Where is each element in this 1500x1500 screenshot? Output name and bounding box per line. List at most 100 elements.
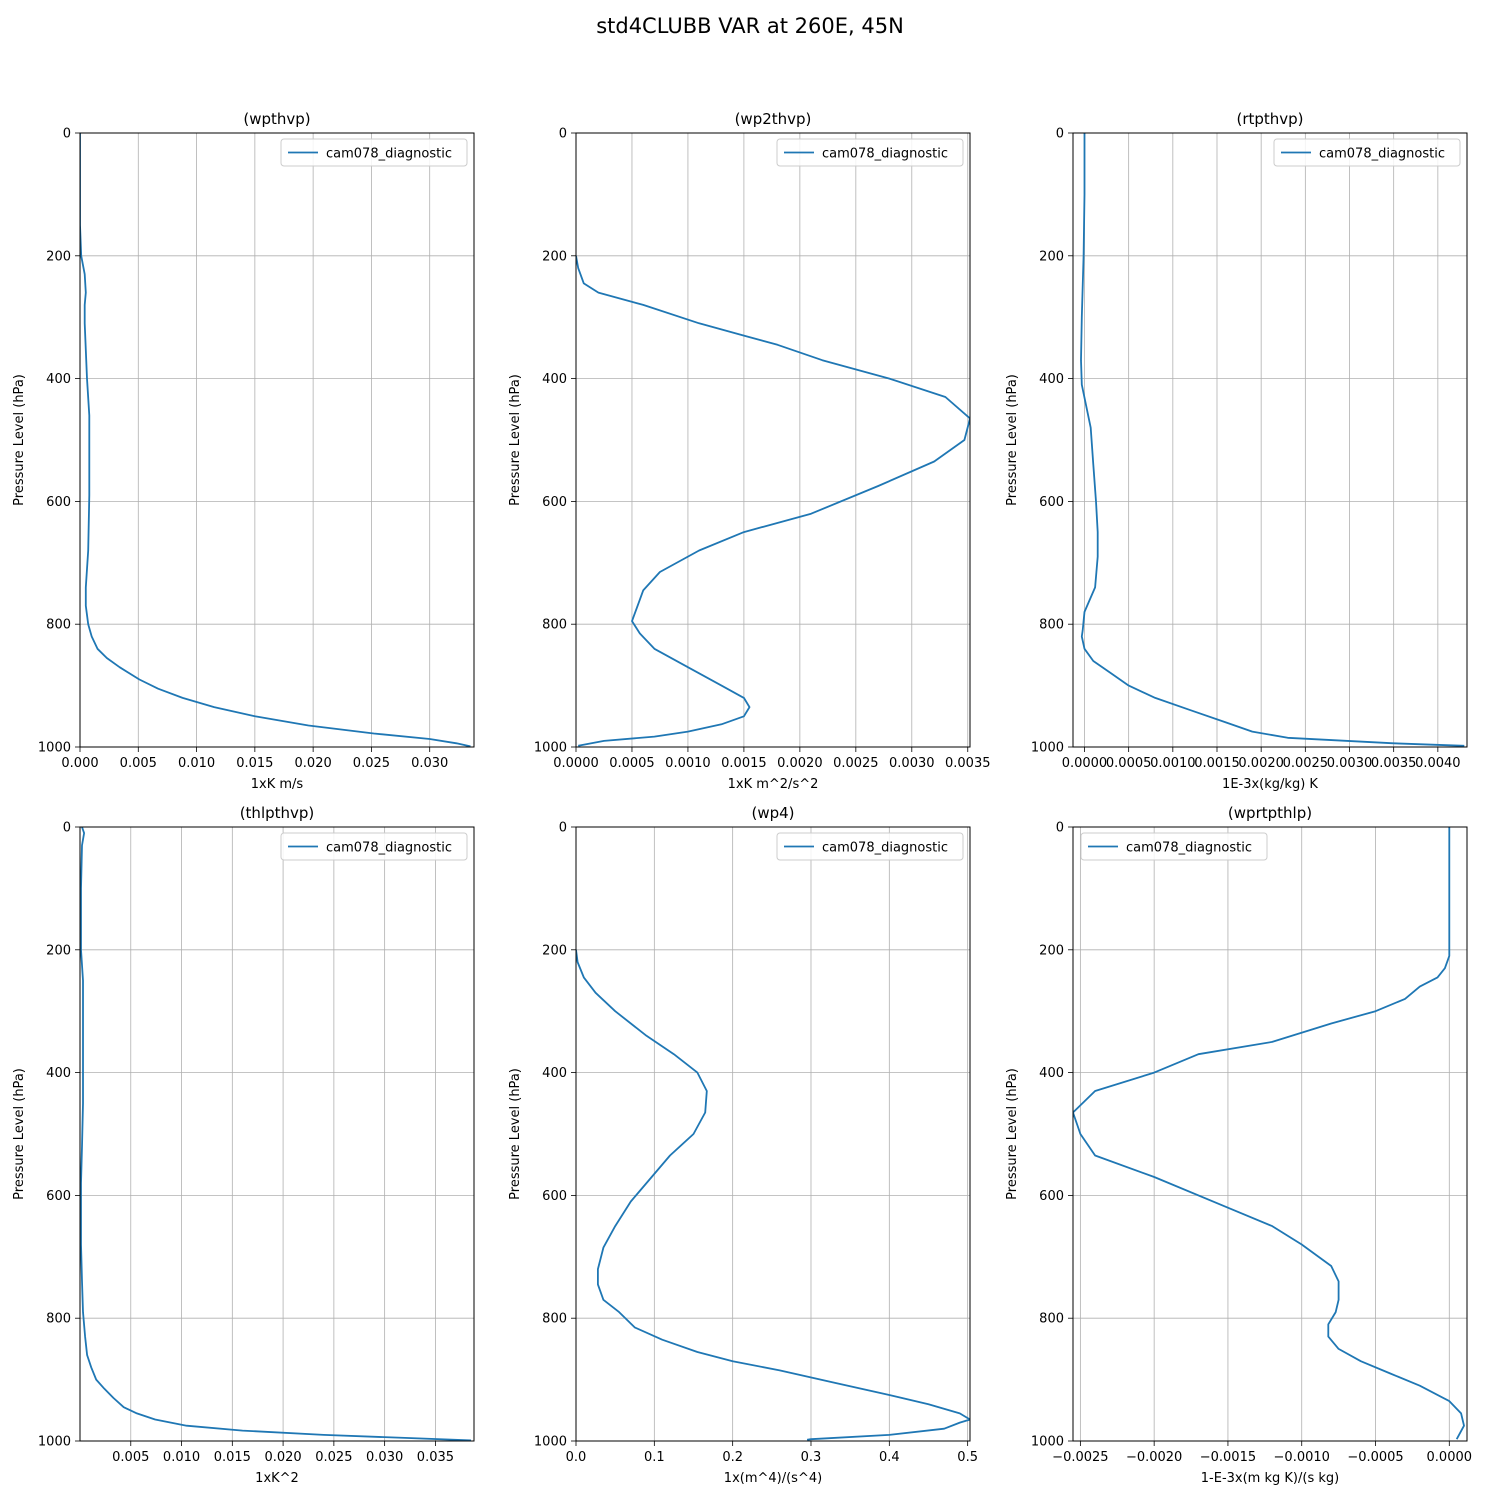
x-axis-label: 1E-3x(kg/kg) K bbox=[1222, 777, 1318, 792]
x-tick-label: 0.0035 bbox=[1371, 756, 1417, 771]
plot-frame bbox=[575, 826, 971, 1442]
subplot-title: (wp4) bbox=[751, 804, 794, 822]
subplot-title: (wprtpthlp) bbox=[1228, 804, 1312, 822]
y-tick-label: 1000 bbox=[38, 741, 71, 756]
x-tick-label: −0.0025 bbox=[1052, 1450, 1108, 1465]
chart-panel-1: 0.000 0.005 0.010 0.015 0.020 0.025 0.030 0 200 4… bbox=[12, 110, 475, 792]
y-tick-label: 600 bbox=[1039, 1189, 1064, 1204]
x-tick-label: 0.005 bbox=[112, 1450, 149, 1465]
legend: cam078_diagnostic bbox=[280, 138, 468, 167]
y-tick-label: 600 bbox=[542, 1189, 567, 1204]
y-tick-label: 600 bbox=[46, 1189, 71, 1204]
x-tick-label: 0.0030 bbox=[889, 756, 935, 771]
plot-frame bbox=[1072, 132, 1468, 748]
x-tick-label: 0.0020 bbox=[1238, 756, 1284, 771]
y-tick-label: 200 bbox=[46, 249, 71, 264]
x-tick-label: 0.0000 bbox=[1427, 1450, 1473, 1465]
y-tick-label: 800 bbox=[1039, 618, 1064, 633]
y-axis-label: Pressure Level (hPa) bbox=[1005, 1068, 1020, 1200]
legend-entry: cam078_diagnostic bbox=[326, 841, 452, 856]
y-tick-label: 400 bbox=[542, 372, 567, 387]
plot-area bbox=[576, 827, 970, 1441]
x-tick-label: 0.010 bbox=[163, 1450, 200, 1465]
x-axis-label: 1xK^2 bbox=[255, 1471, 299, 1486]
x-tick-label: 0.020 bbox=[264, 1450, 301, 1465]
y-tick-label: 400 bbox=[542, 1066, 567, 1081]
x-tick-label: −0.0010 bbox=[1274, 1450, 1330, 1465]
series-line bbox=[80, 827, 472, 1441]
x-axis-label: 1-E-3x(m kg K)/(s kg) bbox=[1201, 1471, 1339, 1486]
legend: cam078_diagnostic bbox=[280, 832, 468, 861]
x-tick-label: −0.0005 bbox=[1347, 1450, 1403, 1465]
y-tick-label: 200 bbox=[1039, 943, 1064, 958]
y-axis-label: Pressure Level (hPa) bbox=[12, 1068, 27, 1200]
y-tick-label: 200 bbox=[1039, 249, 1064, 264]
y-tick-label: 1000 bbox=[534, 1435, 567, 1450]
plot-frame bbox=[79, 132, 475, 748]
y-axis-label: Pressure Level (hPa) bbox=[508, 1068, 523, 1200]
y-tick-label: 0 bbox=[559, 821, 567, 836]
chart-panel-5: 0.0 0.1 0.2 0.3 0.4 0.5 0 200 400 600 800 1000 (wp4)… bbox=[508, 804, 978, 1486]
y-tick-label: 400 bbox=[1039, 1066, 1064, 1081]
x-axis-label: 1xK m^2/s^2 bbox=[728, 777, 819, 792]
legend-entry: cam078_diagnostic bbox=[326, 147, 452, 162]
chart-panel-2: 0.0000 0.0005 0.0010 0.0015 0.0020 0.0025 0.00… bbox=[508, 110, 991, 792]
series-line bbox=[576, 255, 970, 747]
x-tick-label: 0.020 bbox=[295, 756, 332, 771]
y-tick-label: 200 bbox=[542, 943, 567, 958]
y-tick-label: 800 bbox=[1039, 1312, 1064, 1327]
chart-panel-3: 0.00000.00050.00100.00150.00200.00250.00… bbox=[1005, 110, 1468, 792]
x-tick-label: 0.2 bbox=[722, 1450, 743, 1465]
x-tick-label: 0.015 bbox=[214, 1450, 251, 1465]
y-tick-label: 600 bbox=[46, 495, 71, 510]
y-tick-label: 400 bbox=[1039, 372, 1064, 387]
legend-box bbox=[280, 138, 468, 167]
subplot-title: (rtpthvp) bbox=[1236, 110, 1303, 128]
x-tick-label: 0.035 bbox=[417, 1450, 454, 1465]
x-tick-label: 0.3 bbox=[801, 1450, 822, 1465]
y-axis-label: Pressure Level (hPa) bbox=[508, 374, 523, 506]
x-tick-label: 0.0025 bbox=[833, 756, 879, 771]
y-tick-label: 0 bbox=[1056, 821, 1064, 836]
y-tick-label: 400 bbox=[46, 372, 71, 387]
y-tick-label: 1000 bbox=[1031, 1435, 1064, 1450]
y-tick-label: 0 bbox=[559, 127, 567, 142]
x-tick-label: 0.0030 bbox=[1327, 756, 1373, 771]
x-tick-label: 0.030 bbox=[411, 756, 448, 771]
subplot-title: (wpthvp) bbox=[243, 110, 310, 128]
y-tick-label: 800 bbox=[46, 618, 71, 633]
x-tick-label: 0.0020 bbox=[777, 756, 823, 771]
y-tick-label: 0 bbox=[63, 821, 71, 836]
y-tick-label: 0 bbox=[63, 127, 71, 142]
legend: cam078_diagnostic bbox=[1273, 138, 1461, 167]
x-tick-label: 0.030 bbox=[366, 1450, 403, 1465]
legend-entry: cam078_diagnostic bbox=[822, 147, 948, 162]
x-tick-label: −0.0015 bbox=[1200, 1450, 1256, 1465]
subplot-title: (thlpthvp) bbox=[240, 804, 315, 822]
chart-panel-6: −0.0025 −0.0020 −0.0015 −0.0010 −0.0005 0.000… bbox=[1005, 804, 1472, 1486]
x-tick-label: 0.0025 bbox=[1283, 756, 1329, 771]
plot-frame bbox=[1072, 826, 1468, 1442]
series-line bbox=[576, 949, 970, 1441]
x-tick-label: 0.0000 bbox=[1062, 756, 1108, 771]
x-tick-label: 0.015 bbox=[236, 756, 273, 771]
plot-frame bbox=[575, 132, 971, 748]
x-tick-label: 0.4 bbox=[879, 1450, 900, 1465]
plot-area bbox=[576, 133, 970, 747]
y-tick-label: 400 bbox=[46, 1066, 71, 1081]
figure-title: std4CLUBB VAR at 260E, 45N bbox=[596, 14, 904, 38]
subplot-title: (wp2thvp) bbox=[735, 110, 812, 128]
y-tick-label: 1000 bbox=[38, 1435, 71, 1450]
plot-area bbox=[1073, 827, 1467, 1441]
x-tick-label: 0.005 bbox=[120, 756, 157, 771]
y-tick-label: 800 bbox=[542, 1312, 567, 1327]
x-tick-label: 0.0000 bbox=[553, 756, 599, 771]
legend: cam078_diagnostic bbox=[1080, 832, 1268, 861]
y-tick-label: 1000 bbox=[534, 741, 567, 756]
y-axis-label: Pressure Level (hPa) bbox=[12, 374, 27, 506]
legend: cam078_diagnostic bbox=[776, 138, 964, 167]
plot-area bbox=[80, 827, 474, 1441]
x-tick-label: 0.0010 bbox=[665, 756, 711, 771]
series-line bbox=[1080, 133, 1465, 747]
